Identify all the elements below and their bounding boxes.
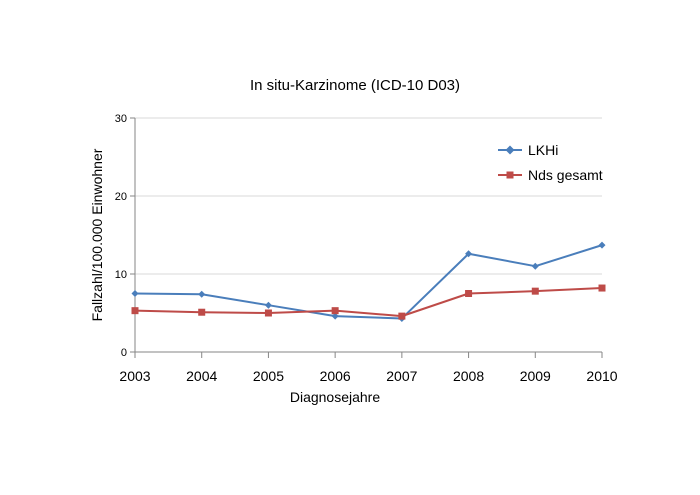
data-point-nds-gesamt: [465, 290, 473, 297]
legend: LKHi Nds gesamt: [498, 142, 603, 183]
y-tick-label: 0: [121, 347, 127, 359]
y-axis-label: Fallzahl/100.000 Einwohner: [89, 148, 105, 321]
data-point-lkhi: [264, 301, 272, 309]
x-tick-label: 2006: [320, 368, 351, 384]
x-axis-label: Diagnosejahre: [290, 389, 380, 405]
x-tick-label: 2008: [453, 368, 484, 384]
legend-label-lkhi: LKHi: [528, 142, 558, 158]
chart-title: In situ-Karzinome (ICD-10 D03): [250, 77, 460, 94]
data-point-lkhi: [331, 312, 339, 320]
y-tick-label: 30: [115, 113, 127, 125]
data-point-nds-gesamt: [131, 307, 139, 315]
x-tick-label: 2007: [386, 368, 417, 384]
y-tick-labels: 0 10 20 30: [115, 113, 127, 359]
y-tick-label: 10: [115, 269, 127, 281]
legend-marker-nds: [506, 171, 514, 179]
data-point-lkhi: [198, 290, 206, 298]
y-tick-label: 20: [115, 191, 127, 203]
x-tick-label: 2010: [586, 368, 617, 384]
legend-marker-lkhi: [505, 145, 515, 155]
legend-label-nds: Nds gesamt: [528, 167, 603, 183]
x-tick-label: 2009: [520, 368, 551, 384]
series-line-lkhi: [134, 244, 603, 320]
data-point-lkhi: [531, 262, 539, 270]
x-tick-label: 2005: [253, 368, 284, 384]
data-point-nds-gesamt: [264, 309, 272, 317]
gridlines: [130, 117, 603, 358]
data-point-nds-gesamt: [398, 312, 406, 320]
data-point-lkhi: [598, 241, 606, 249]
data-point-nds-gesamt: [531, 287, 539, 295]
data-point-lkhi: [465, 250, 473, 258]
x-tick-label: 2004: [186, 368, 217, 384]
series-line-nds-gesamt: [134, 287, 603, 318]
x-tick-label: 2003: [119, 368, 150, 384]
data-point-lkhi: [131, 290, 139, 297]
series-group: [131, 241, 606, 322]
x-tick-labels: 2003 2004 2005 2006 2007 2008 2009 2010: [119, 368, 617, 384]
data-point-nds-gesamt: [331, 307, 339, 315]
data-point-nds-gesamt: [198, 308, 206, 316]
data-point-nds-gesamt: [598, 284, 606, 292]
